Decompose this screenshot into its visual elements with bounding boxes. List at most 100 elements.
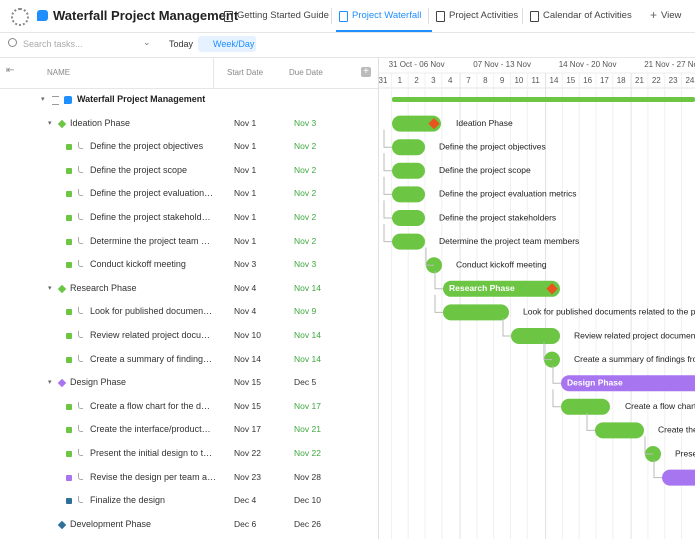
connector [434,271,443,290]
start-date: Nov 15 [234,400,261,411]
list-icon [52,96,59,105]
zoom-bg[interactable] [198,36,256,52]
task-name[interactable]: Define the project stakehold… [90,212,211,222]
task-bar [392,139,425,156]
task-bar [392,210,425,226]
task-name[interactable]: Create the interface/product… [90,424,211,435]
task-name[interactable]: Define the project evaluation… [90,188,214,199]
week-label: 21 Nov - 27 Nov [644,60,695,69]
phase-name[interactable]: Design Phase [70,377,127,388]
tab-icon[interactable] [530,11,539,22]
start-date: Nov 23 [234,471,261,482]
task-bar [392,115,441,132]
bar-label: Define the project objectives [439,141,546,151]
add-column[interactable]: + [361,67,371,77]
tab[interactable]: Project Activities [449,10,519,21]
task-name[interactable]: Revise the design per team a… [90,471,217,482]
task-name[interactable]: Create a flow chart for the d… [90,400,211,411]
phase-name[interactable]: Research Phase [70,282,137,293]
search-input[interactable]: Search tasks... [23,39,83,49]
subtask-icon [78,307,83,315]
tab[interactable]: Getting Started Guide [237,10,329,21]
bar-label: Define the project stakeholders [439,212,556,222]
add-view-plus[interactable]: + [650,8,658,22]
subtask-icon [78,354,83,362]
status-square [66,238,72,245]
zoom-button[interactable]: Week/Day [213,39,255,49]
day-label: 15 [566,76,575,85]
due-date: Nov 2 [294,235,317,246]
tab-icon[interactable] [436,11,445,22]
collapse-icon[interactable]: ⇤ [6,65,15,76]
bar-label: Review related project document [574,330,695,340]
task-name[interactable]: Define the project objectives [90,141,204,152]
divider [331,8,332,24]
status-square [66,474,72,481]
task-bar [662,469,695,486]
status-square [66,309,72,316]
caret[interactable]: ▾ [48,379,52,387]
day-label: 11 [532,76,541,85]
phase-name[interactable]: Development Phase [70,518,152,529]
due-date: Nov 14 [294,330,321,340]
day-label: 16 [583,76,592,85]
task-name[interactable]: Determine the project team … [90,235,211,246]
due-date: Dec 10 [294,495,321,506]
phase-icon [57,119,67,128]
bar-label: Define the project evaluation metrics [439,189,577,199]
tab-icon[interactable] [339,11,348,22]
workspace-icon[interactable] [11,8,29,26]
day-label: 24 [685,76,694,85]
bar-label: Create a flow chart [625,401,695,411]
task-name[interactable]: Create a summary of finding… [90,353,213,364]
project-name[interactable]: Waterfall Project Management [77,94,206,104]
subtask-icon [78,472,83,480]
tab-icon[interactable] [224,11,233,22]
status-square [66,333,72,339]
diamond [546,283,558,295]
task-name[interactable]: Look for published documen… [90,306,213,317]
status-square [66,262,72,269]
col-start: Start Date [227,68,264,77]
due-date: Nov 2 [294,188,317,199]
connector [383,176,392,195]
connector [586,412,595,431]
subtask-icon [78,449,83,456]
add-view[interactable]: View [661,10,682,21]
due-date: Nov 2 [294,164,317,175]
bar-label: Create the [658,425,695,435]
phase-name[interactable]: Ideation Phase [70,117,131,128]
status-square [66,144,72,151]
tab[interactable]: Calendar of Activities [543,10,632,21]
caret[interactable]: ▾ [48,284,52,292]
task-name[interactable]: Define the project scope [90,164,188,175]
week-label: 14 Nov - 20 Nov [559,60,617,69]
caret[interactable]: ▾ [41,96,45,103]
caret[interactable]: ▾ [48,119,52,127]
task-name[interactable]: Present the initial design to t… [90,448,213,458]
day-label: 23 [669,76,678,85]
task-bar [561,398,610,415]
week-label: 07 Nov - 13 Nov [473,60,531,69]
subtask-icon [78,331,83,338]
due-date: Dec 26 [294,518,321,529]
due-date: Nov 14 [294,282,321,293]
connector [644,436,653,455]
day-label: 17 [600,76,609,85]
column-header [0,57,378,89]
task-name[interactable]: Conduct kickoff meeting [90,259,186,270]
connector [383,153,392,172]
due-date: Nov 28 [294,471,321,482]
bar-label: Look for published documents related to … [523,307,695,317]
status-square [66,356,72,363]
today-button[interactable]: Today [169,39,194,49]
start-date: Nov 14 [234,353,261,364]
connector [383,200,392,219]
due-date: Dec 5 [294,377,317,388]
task-name[interactable]: Finalize the design [90,495,166,506]
task-name[interactable]: Review related project docu… [90,330,211,340]
tab[interactable]: Project Waterfall [352,10,422,21]
task-bar [392,233,425,250]
chevron[interactable]: ⌄ [143,37,151,47]
